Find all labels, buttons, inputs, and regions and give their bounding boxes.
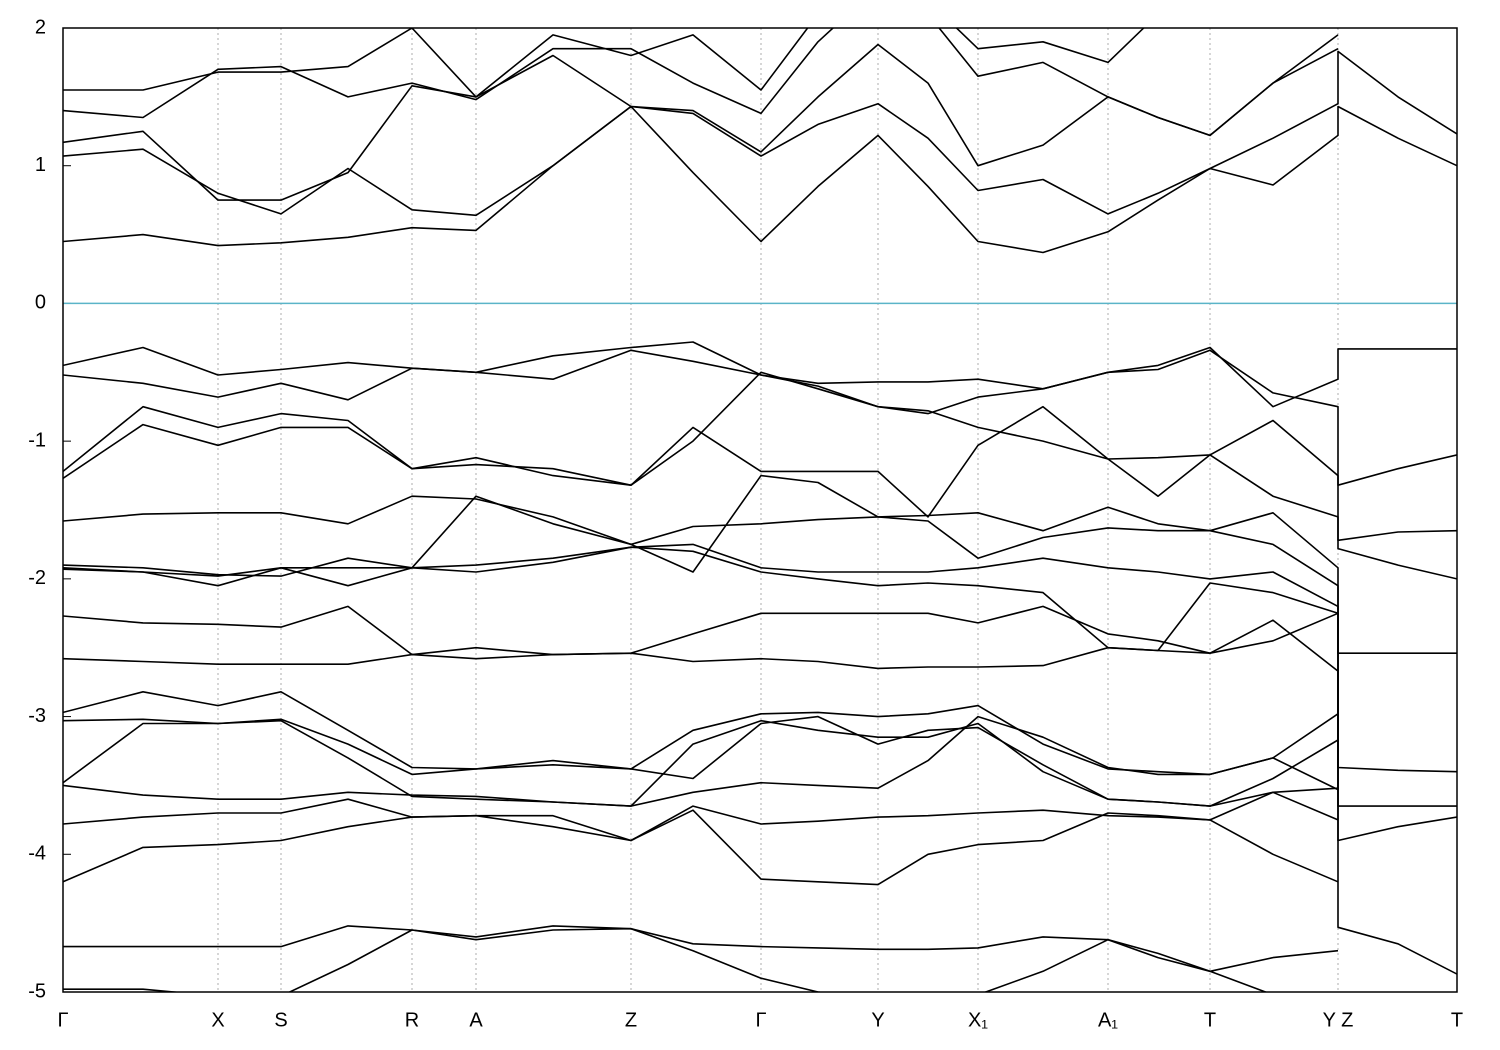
x-tick-label: T [1451, 1009, 1463, 1031]
band-line [63, 28, 1339, 137]
x-tick-label: Γ [57, 1009, 68, 1031]
y-tick-label: -4 [28, 843, 46, 865]
band-line [63, 715, 1339, 807]
y-tick-label: -2 [28, 567, 46, 589]
band-line [63, 605, 1457, 975]
band-line [63, 50, 1457, 217]
x-tick-label: X₁ [968, 1009, 988, 1031]
band-line [63, 612, 1339, 670]
band-line [63, 809, 1339, 886]
y-tick-label: -3 [28, 705, 46, 727]
band-line [63, 371, 1457, 542]
band-line [63, 718, 1339, 807]
x-tick-label: X [211, 1009, 224, 1031]
y-tick-label: 2 [35, 16, 46, 38]
y-tick-label: -5 [28, 980, 46, 1002]
x-tick-label: A [469, 1009, 483, 1031]
band-line [63, 105, 1457, 254]
x-tick-label: R [405, 1009, 419, 1031]
x-tick-label: T [1204, 1009, 1216, 1031]
band-line [63, 341, 1457, 415]
band-line [63, 715, 1339, 807]
x-tick-label: S [274, 1009, 287, 1031]
band-line [63, 543, 1457, 807]
band-line [63, 925, 1339, 973]
plot-frame [62, 27, 1458, 993]
band-line [63, 349, 1457, 486]
y-tick-label: -1 [28, 429, 46, 451]
bands [63, 28, 1457, 992]
band-line [63, 495, 1457, 654]
y-tick-label: 1 [35, 154, 46, 176]
x-tick-label: A₁ [1098, 1009, 1118, 1031]
band-line [63, 691, 1339, 776]
band-line [63, 405, 1457, 580]
x-tick-label: Y Z [1323, 1009, 1354, 1031]
y-tick-label: 0 [35, 292, 46, 314]
tick-labels: -5 -4 -3 -2 -1 0 1 2 Γ X S R A Z Γ Y X₁ A₁ T Y Z T [28, 16, 1463, 1031]
band-line [63, 791, 1339, 842]
band-line [63, 28, 1338, 98]
band-line [63, 474, 1457, 773]
x-tick-label: Y [871, 1009, 884, 1031]
x-tick-label: Γ [755, 1009, 766, 1031]
band-line [63, 927, 1268, 992]
grid [62, 27, 1458, 993]
band-line [63, 546, 1457, 842]
x-tick-label: Z [625, 1009, 637, 1031]
